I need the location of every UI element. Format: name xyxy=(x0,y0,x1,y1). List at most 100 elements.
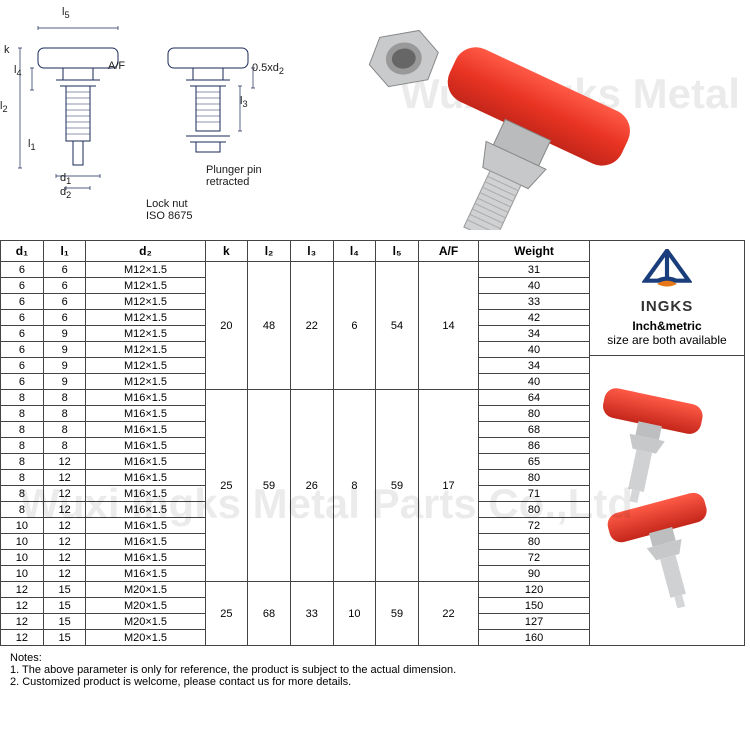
cell: 59 xyxy=(376,390,419,582)
dim-l3: l3 xyxy=(240,95,248,109)
cell: 10 xyxy=(1,550,44,566)
cell: M16×1.5 xyxy=(86,470,205,486)
cell: 8 xyxy=(1,390,44,406)
cell: 127 xyxy=(479,614,590,630)
col-header: l₃ xyxy=(290,241,333,262)
cell: 33 xyxy=(290,582,333,646)
dim-l4: l4 xyxy=(14,64,22,78)
cell: 12 xyxy=(43,470,86,486)
cell: 12 xyxy=(1,630,44,646)
cell: 8 xyxy=(1,502,44,518)
cell: 150 xyxy=(479,598,590,614)
label-locknut2: ISO 8675 xyxy=(146,210,192,222)
product-render-icon xyxy=(295,10,735,230)
cell: 54 xyxy=(376,262,419,390)
cell: 8 xyxy=(1,470,44,486)
cell: 12 xyxy=(43,486,86,502)
cell: M16×1.5 xyxy=(86,422,205,438)
cell: 12 xyxy=(43,518,86,534)
cell: M12×1.5 xyxy=(86,374,205,390)
main-content-row: d₁l₁d₂kl₂l₃l₄l₅A/FWeight 66M12×1.5204822… xyxy=(0,240,750,646)
spec-table-container: d₁l₁d₂kl₂l₃l₄l₅A/FWeight 66M12×1.5204822… xyxy=(0,240,590,646)
cell: 6 xyxy=(1,342,44,358)
cell: 6 xyxy=(43,262,86,278)
dim-l1: l1 xyxy=(28,138,36,152)
cell: 25 xyxy=(205,582,248,646)
cell: 9 xyxy=(43,342,86,358)
cell: 12 xyxy=(43,550,86,566)
cell: 90 xyxy=(479,566,590,582)
notes-section: Notes: 1. The above parameter is only fo… xyxy=(0,646,750,694)
cell: 8 xyxy=(333,390,376,582)
sidebar-render-icon xyxy=(597,376,737,626)
cell: 12 xyxy=(1,582,44,598)
cell: 15 xyxy=(43,614,86,630)
spec-table: d₁l₁d₂kl₂l₃l₄l₅A/FWeight 66M12×1.5204822… xyxy=(0,240,590,646)
table-row: 66M12×1.52048226541431 xyxy=(1,262,590,278)
cell: M16×1.5 xyxy=(86,406,205,422)
sidebar: INGKS Inch&metric size are both availabl… xyxy=(590,240,745,646)
cell: 10 xyxy=(333,582,376,646)
col-header: l₅ xyxy=(376,241,419,262)
dim-af: A/F xyxy=(108,60,125,72)
cell: M12×1.5 xyxy=(86,278,205,294)
cell: 80 xyxy=(479,406,590,422)
dim-k: k xyxy=(4,44,10,56)
cell: M20×1.5 xyxy=(86,614,205,630)
hero-photo xyxy=(280,0,750,240)
cell: 80 xyxy=(479,470,590,486)
cell: 6 xyxy=(1,294,44,310)
cell: M16×1.5 xyxy=(86,390,205,406)
cell: 8 xyxy=(43,406,86,422)
cell: 17 xyxy=(418,390,478,582)
cell: M12×1.5 xyxy=(86,310,205,326)
cell: M12×1.5 xyxy=(86,294,205,310)
cell: 8 xyxy=(1,454,44,470)
cell: 120 xyxy=(479,582,590,598)
cell: 9 xyxy=(43,374,86,390)
col-header: Weight xyxy=(479,241,590,262)
cell: M20×1.5 xyxy=(86,582,205,598)
cell: M16×1.5 xyxy=(86,550,205,566)
cell: 86 xyxy=(479,438,590,454)
col-header: A/F xyxy=(418,241,478,262)
cell: M12×1.5 xyxy=(86,326,205,342)
cell: M16×1.5 xyxy=(86,566,205,582)
cell: 8 xyxy=(1,438,44,454)
cell: 12 xyxy=(1,598,44,614)
cell: 6 xyxy=(333,262,376,390)
cell: 40 xyxy=(479,278,590,294)
cell: M16×1.5 xyxy=(86,502,205,518)
cell: 59 xyxy=(376,582,419,646)
cell: M16×1.5 xyxy=(86,486,205,502)
cell: 40 xyxy=(479,342,590,358)
note-2: 2. Customized product is welcome, please… xyxy=(10,676,740,688)
cell: M16×1.5 xyxy=(86,534,205,550)
table-row: 88M16×1.52559268591764 xyxy=(1,390,590,406)
cell: 80 xyxy=(479,502,590,518)
cell: 6 xyxy=(1,326,44,342)
cell: M16×1.5 xyxy=(86,518,205,534)
cell: 64 xyxy=(479,390,590,406)
dim-d1: d1 xyxy=(60,172,71,186)
cell: 12 xyxy=(1,614,44,630)
cell: 22 xyxy=(418,582,478,646)
cell: M20×1.5 xyxy=(86,598,205,614)
cell: 15 xyxy=(43,630,86,646)
cell: 15 xyxy=(43,582,86,598)
label-retracted: retracted xyxy=(206,176,249,188)
cell: 12 xyxy=(43,566,86,582)
cell: 8 xyxy=(1,422,44,438)
cell: 6 xyxy=(1,262,44,278)
cell: 42 xyxy=(479,310,590,326)
logo-icon xyxy=(642,249,692,289)
notes-title: Notes: xyxy=(10,652,740,664)
cell: 40 xyxy=(479,374,590,390)
brand-tagline: Inch&metric size are both available xyxy=(598,319,736,347)
cell: M12×1.5 xyxy=(86,262,205,278)
cell: 8 xyxy=(1,406,44,422)
cell: 12 xyxy=(43,502,86,518)
label-plunger: Plunger pin xyxy=(206,164,262,176)
cell: 15 xyxy=(43,598,86,614)
cell: M16×1.5 xyxy=(86,454,205,470)
